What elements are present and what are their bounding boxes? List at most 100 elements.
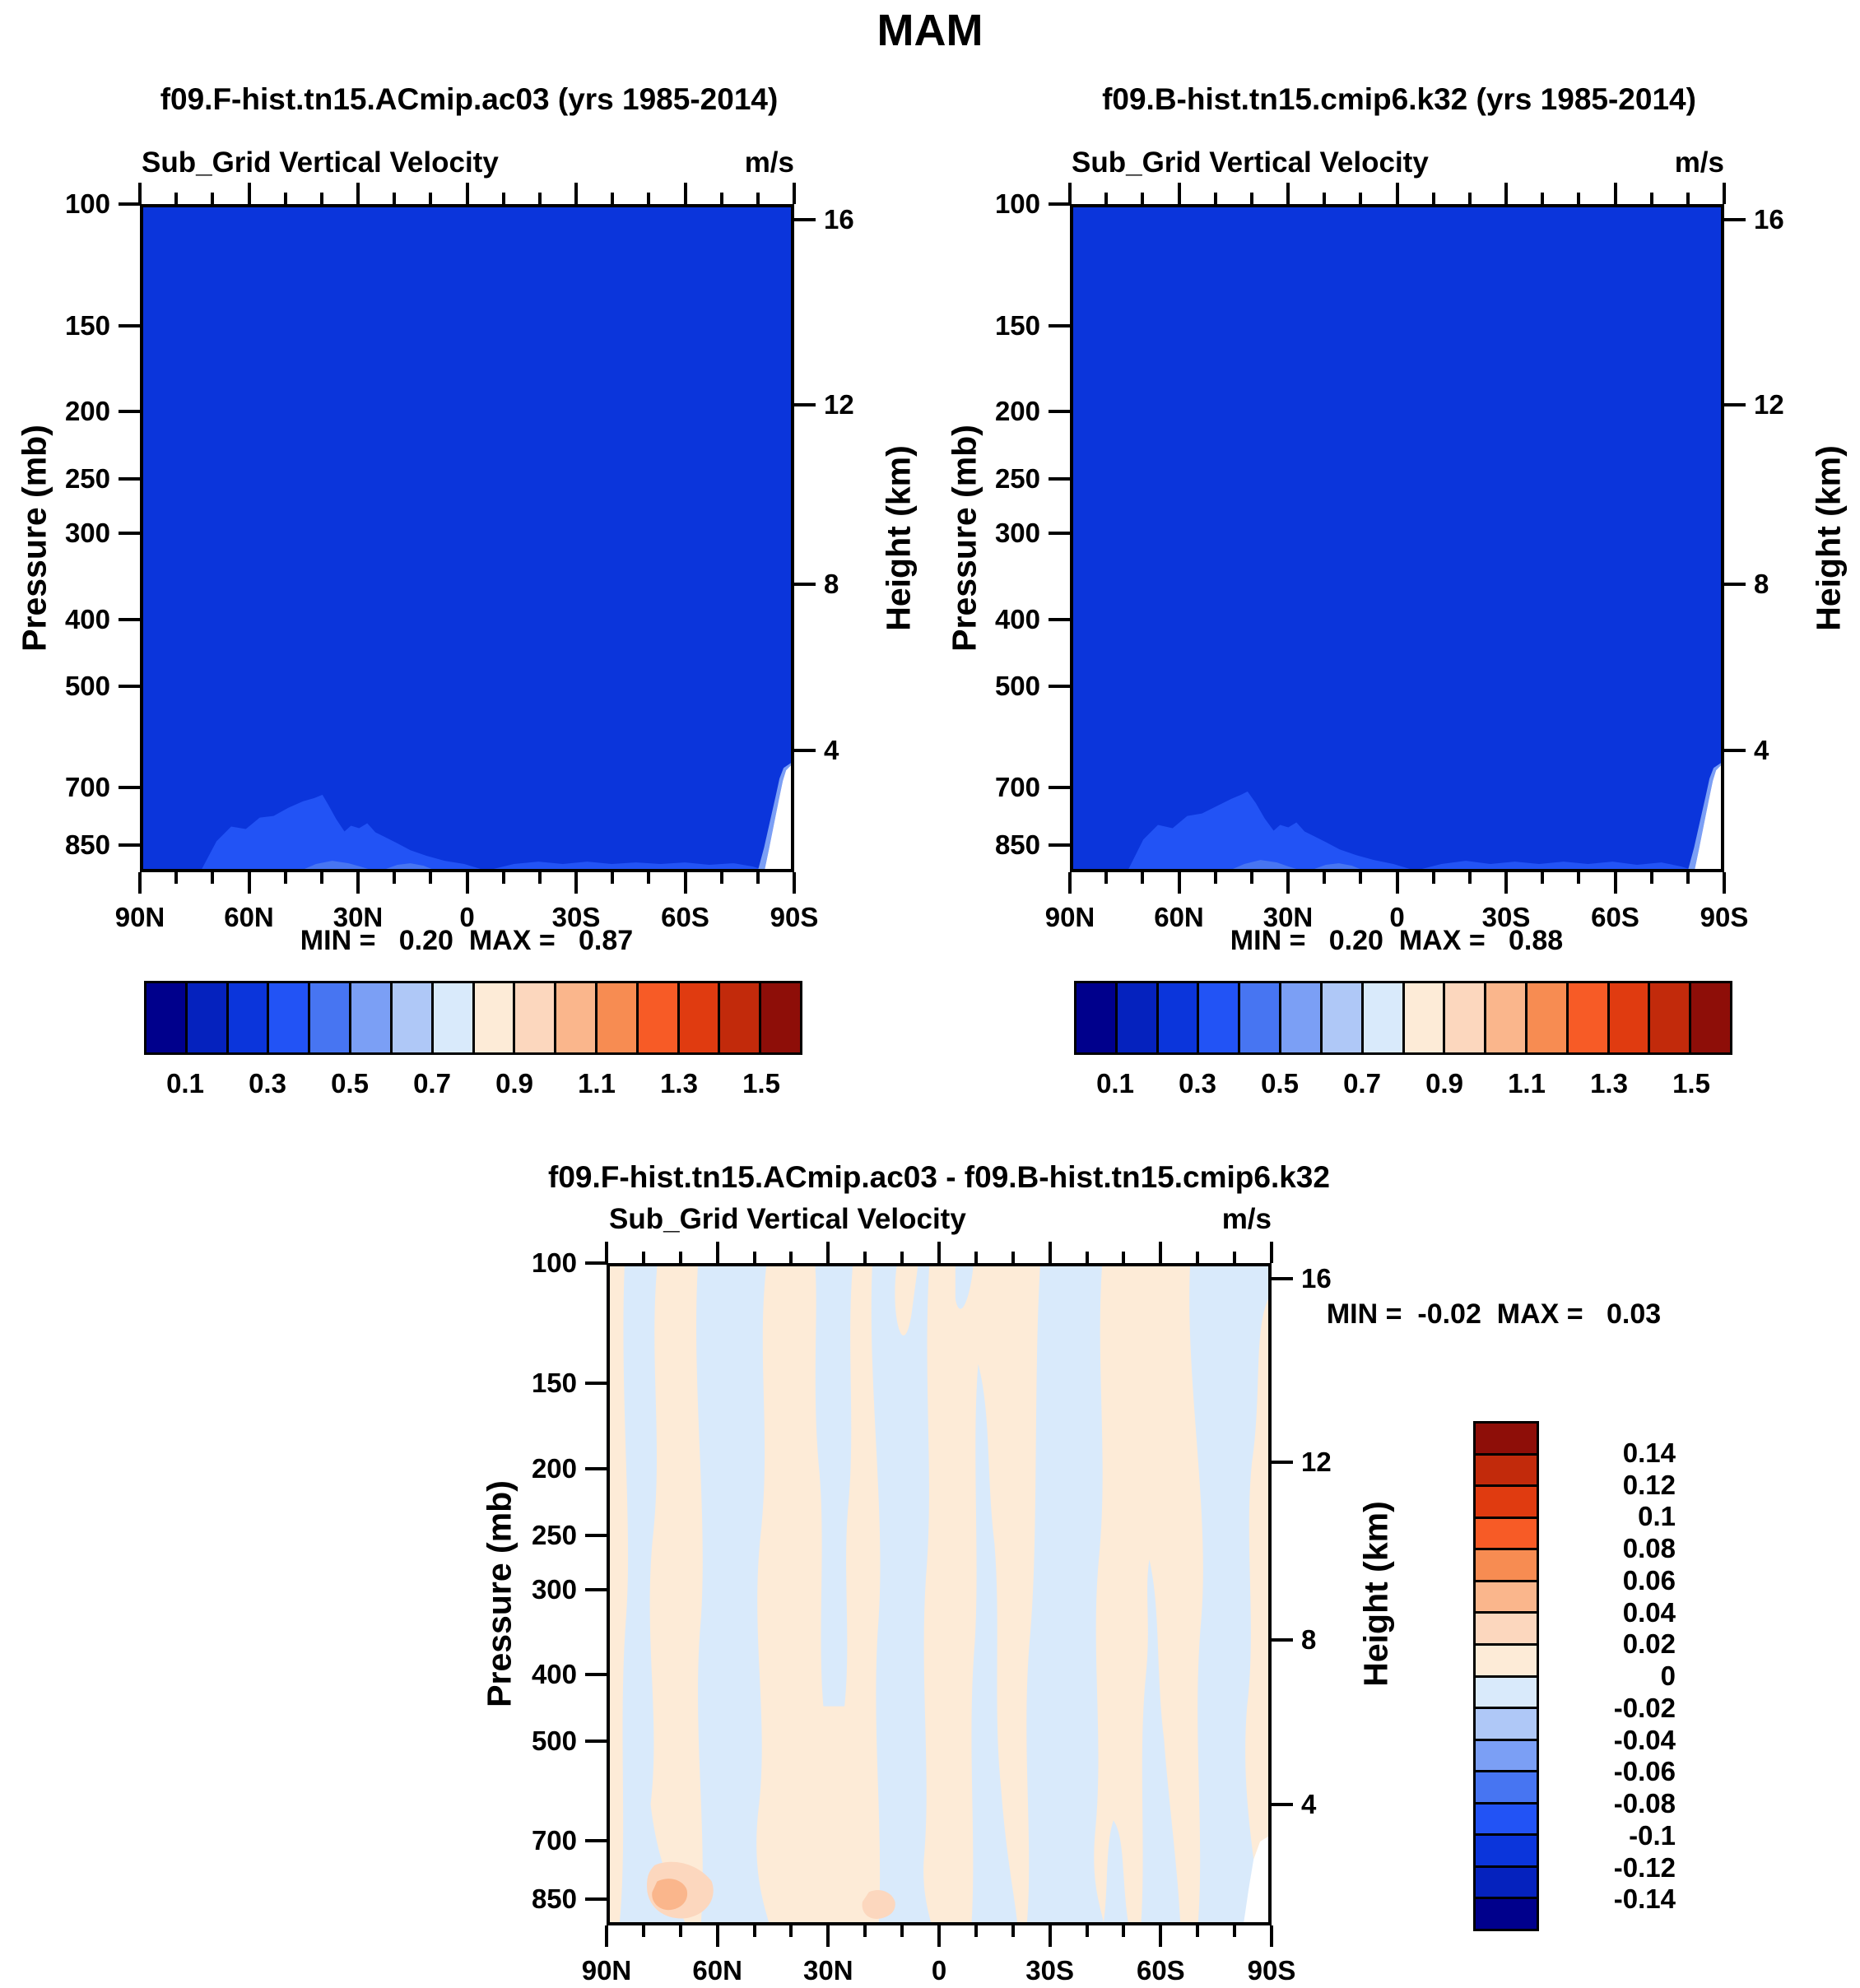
colorbar-tick-label: 1.5 — [1672, 1068, 1710, 1099]
pressure-tick — [119, 532, 140, 536]
panel-diff-field-title: Sub_Grid Vertical Velocity — [609, 1203, 966, 1235]
lat-tick-bottom — [393, 872, 397, 884]
lat-tick-top — [1467, 193, 1472, 204]
lat-tick-bottom — [1085, 1925, 1089, 1937]
lat-tick-label: 30S — [551, 902, 601, 932]
lat-tick-top — [641, 1252, 645, 1263]
pressure-tick — [585, 1467, 607, 1471]
pressure-tick-label: 300 — [531, 1573, 577, 1605]
pressure-tick — [1049, 323, 1070, 327]
lat-tick-top — [1686, 193, 1690, 204]
lat-tick-top — [1395, 183, 1399, 204]
pressure-tick — [1049, 617, 1070, 621]
pressure-tick-label: 200 — [64, 396, 110, 427]
lat-tick-top — [429, 193, 433, 204]
colorbar-cell — [554, 983, 595, 1052]
lat-tick-top — [793, 183, 796, 204]
lat-tick-bottom — [1686, 872, 1690, 884]
lat-tick-top — [719, 193, 723, 204]
colorbar-cell — [635, 983, 677, 1052]
colorbar-tick-label: 0.9 — [495, 1068, 533, 1099]
lat-tick-bottom — [605, 1925, 608, 1947]
diff-colorbar-cell — [1476, 1707, 1537, 1739]
height-tick — [1272, 1638, 1293, 1642]
lat-tick-label: 0 — [1389, 902, 1405, 932]
diff-colorbar-tick-label: -0.06 — [1613, 1756, 1676, 1787]
lat-tick-bottom — [1177, 872, 1181, 894]
lat-tick-top — [937, 1242, 941, 1263]
colorbar-tick-label: 0.5 — [1261, 1068, 1299, 1099]
lat-tick-bottom — [752, 1925, 756, 1937]
height-tick — [794, 217, 816, 221]
lat-tick-bottom — [211, 872, 215, 884]
diff-colorbar-cell — [1476, 1642, 1537, 1675]
lat-tick-top — [611, 193, 615, 204]
pressure-tick — [119, 323, 140, 327]
diff-colorbar-cell — [1476, 1579, 1537, 1612]
pressure-tick — [1049, 532, 1070, 536]
lat-tick-bottom — [1249, 872, 1253, 884]
lat-tick-label: 0 — [459, 902, 475, 932]
pressure-tick-label: 200 — [994, 396, 1040, 427]
diff-colorbar-tick-label: 0.14 — [1622, 1437, 1676, 1468]
lat-tick-bottom — [1723, 872, 1726, 894]
colorbar-tick-label: 0.1 — [1096, 1068, 1134, 1099]
lat-tick-top — [974, 1252, 978, 1263]
lat-tick-bottom — [1359, 872, 1363, 884]
lat-tick-bottom — [1270, 1925, 1273, 1947]
height-tick — [1724, 402, 1746, 406]
lat-tick-label: 90S — [1247, 1955, 1296, 1986]
pressure-tick-label: 700 — [531, 1825, 577, 1856]
lat-tick-top — [356, 183, 360, 204]
lat-tick-label: 30S — [1025, 1955, 1075, 1986]
colorbar-cell — [267, 983, 309, 1052]
lat-tick-top — [900, 1252, 904, 1263]
lat-tick-top — [1249, 193, 1253, 204]
height-tick — [794, 402, 816, 406]
lat-tick-bottom — [1068, 872, 1072, 894]
pressure-tick-label: 200 — [531, 1453, 577, 1484]
lat-tick-bottom — [1504, 872, 1508, 894]
panel-right-minmax: MIN = 0.20 MAX = 0.88 — [1230, 925, 1564, 956]
lat-tick-bottom — [1577, 872, 1581, 884]
pressure-tick-label: 300 — [64, 518, 110, 549]
height-tick — [1272, 1460, 1293, 1464]
diff-colorbar-tick-label: -0.08 — [1613, 1788, 1676, 1818]
colorbar-cell — [146, 983, 185, 1052]
pressure-tick-label: 400 — [531, 1659, 577, 1690]
figure-title: MAM — [877, 6, 983, 55]
pressure-tick — [585, 1897, 607, 1901]
pressure-tick-label: 150 — [64, 309, 110, 341]
lat-tick-top — [247, 183, 251, 204]
lat-tick-bottom — [465, 872, 469, 894]
diff-colorbar-tick-label: -0.04 — [1613, 1724, 1676, 1755]
pressure-tick — [585, 1739, 607, 1743]
lat-tick-top — [1286, 183, 1290, 204]
colorbar-cell — [1402, 983, 1444, 1052]
colorbar-cell — [1279, 983, 1320, 1052]
lat-tick-top — [756, 193, 760, 204]
lat-tick-label: 30N — [332, 902, 384, 932]
lat-tick-top — [1011, 1252, 1015, 1263]
lat-tick-top — [605, 1242, 608, 1263]
pressure-tick — [1049, 476, 1070, 481]
lat-tick-top — [319, 193, 323, 204]
pressure-tick — [119, 685, 140, 689]
pressure-tick-label: 150 — [531, 1368, 577, 1399]
diff-colorbar-tick-label: 0.1 — [1638, 1501, 1676, 1532]
lat-tick-top — [1068, 183, 1072, 204]
pressure-tick — [585, 1382, 607, 1386]
panel-diff-minmax: MIN = -0.02 MAX = 0.03 — [1326, 1298, 1662, 1330]
panel-diff-contour-field — [610, 1266, 1268, 1922]
lat-tick-bottom — [174, 872, 179, 884]
height-tick-label: 4 — [824, 735, 839, 766]
lat-tick-bottom — [1233, 1925, 1237, 1937]
lat-tick-top — [1504, 183, 1508, 204]
lat-tick-top — [1323, 193, 1327, 204]
pressure-tick — [585, 1261, 607, 1265]
diff-colorbar-cell — [1476, 1484, 1537, 1517]
lat-tick-top — [863, 1252, 867, 1263]
panel-right-height-axis-title: Height (km) — [1809, 445, 1848, 631]
colorbar-cell — [759, 983, 800, 1052]
